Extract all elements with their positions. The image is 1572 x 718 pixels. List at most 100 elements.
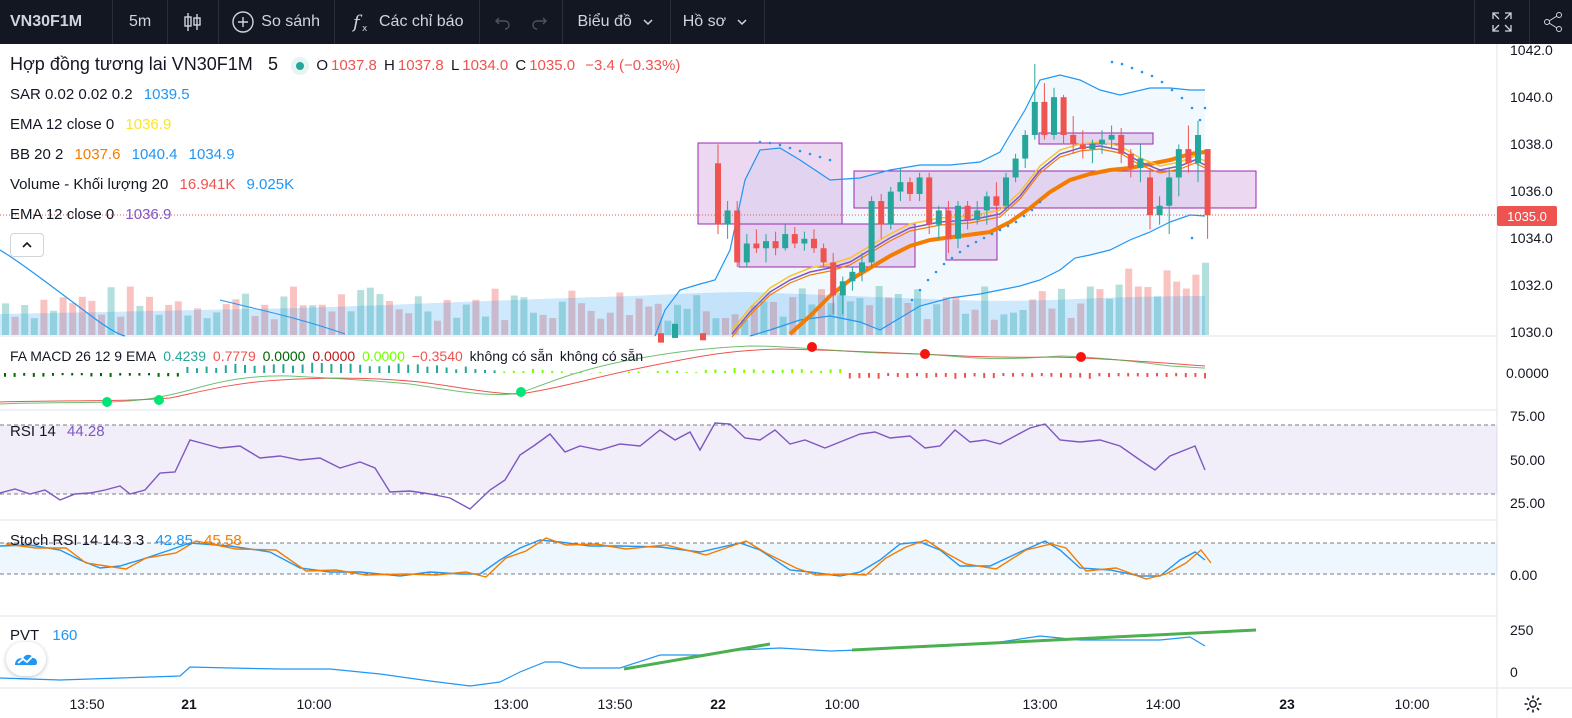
redo-icon[interactable] bbox=[530, 13, 548, 31]
macd-hist-bar bbox=[311, 362, 314, 373]
candle bbox=[1012, 153, 1019, 183]
time-axis-label: 10:00 bbox=[824, 696, 860, 712]
macd-pane[interactable] bbox=[0, 342, 1206, 407]
time-axis-label: 22 bbox=[710, 696, 726, 712]
pvt-pane[interactable] bbox=[0, 628, 1257, 687]
stoch-rsi-pane[interactable] bbox=[0, 537, 1497, 580]
candle-body bbox=[715, 163, 721, 225]
sar-dot bbox=[1110, 60, 1114, 64]
volume-bar bbox=[520, 297, 528, 335]
rsi-pane[interactable] bbox=[0, 422, 1497, 510]
undo-icon[interactable] bbox=[494, 13, 512, 31]
profile-menu-button[interactable]: Hồ sơ bbox=[671, 0, 766, 44]
chart-type-button[interactable] bbox=[168, 0, 220, 44]
pvt-legend[interactable]: PVT 160 bbox=[10, 627, 80, 644]
volume-bar bbox=[990, 319, 998, 335]
rsi-band bbox=[0, 425, 1497, 494]
ema1-legend[interactable]: EMA 12 close 0 1036.9 bbox=[10, 116, 174, 133]
candle-body bbox=[1099, 139, 1105, 145]
trend-line-2[interactable] bbox=[851, 628, 1257, 652]
sar-dot bbox=[926, 278, 930, 282]
volume-bar bbox=[462, 304, 470, 335]
volume-legend[interactable]: Volume - Khối lượng 20 16.941K 9.025K bbox=[10, 176, 297, 193]
candle bbox=[839, 276, 846, 315]
macd-cross-dots bbox=[102, 342, 1086, 407]
macd-hist-bar bbox=[637, 371, 640, 373]
candle-body bbox=[700, 333, 706, 341]
trend-line-1[interactable] bbox=[623, 642, 771, 671]
volume-bar bbox=[11, 316, 19, 335]
candle-body bbox=[1156, 205, 1163, 216]
candle bbox=[1031, 64, 1038, 140]
volume-bar bbox=[914, 289, 921, 335]
undo-redo-group bbox=[480, 0, 564, 44]
main-title-interval: 5 bbox=[267, 54, 278, 74]
volume-bar bbox=[1192, 274, 1200, 335]
volume-bar bbox=[146, 296, 153, 335]
symbol-button[interactable]: VN30F1M bbox=[0, 0, 114, 44]
volume-bar bbox=[424, 311, 432, 335]
macd-hist-bar bbox=[368, 366, 371, 373]
ohlc-h-label: H bbox=[384, 57, 395, 74]
volume-bar bbox=[395, 309, 403, 335]
sar-dot bbox=[1130, 66, 1134, 70]
main-title[interactable]: Hợp đồng tương lai VN30F1M bbox=[10, 54, 253, 74]
logo[interactable] bbox=[6, 642, 46, 676]
macd-hist-bar bbox=[685, 372, 688, 373]
price-pane[interactable] bbox=[0, 60, 1497, 343]
collapse-legend-button[interactable] bbox=[10, 233, 44, 257]
candle-body bbox=[811, 238, 817, 249]
candle bbox=[1051, 87, 1057, 140]
bb-lower-value: 1034.9 bbox=[188, 146, 235, 163]
sar-dot bbox=[958, 250, 962, 254]
candle bbox=[916, 172, 923, 202]
ema1-value: 1036.9 bbox=[125, 116, 172, 133]
macd-hist-bar bbox=[973, 373, 976, 377]
volume-bar bbox=[741, 319, 749, 335]
bb-label: BB 20 2 bbox=[10, 146, 64, 163]
macd-hist-bar bbox=[378, 366, 381, 373]
volume-bar bbox=[962, 313, 969, 335]
macd-line bbox=[0, 345, 1206, 405]
volume-bar bbox=[1077, 303, 1085, 335]
candle bbox=[1156, 196, 1163, 225]
sar-dot bbox=[974, 240, 978, 244]
macd-hist-bar bbox=[829, 369, 832, 373]
volume-bar bbox=[174, 301, 182, 335]
candle-body bbox=[672, 323, 678, 338]
candle bbox=[743, 234, 750, 268]
volume-bar bbox=[2, 303, 9, 335]
compare-button[interactable]: So sánh bbox=[219, 0, 335, 44]
candle-body bbox=[734, 210, 741, 263]
macd-hist-bar bbox=[522, 371, 525, 373]
ohlc-low: 1034.0 bbox=[462, 57, 509, 74]
interval-label: 5m bbox=[129, 13, 152, 30]
chart-area[interactable] bbox=[0, 44, 1572, 718]
volume-bar bbox=[750, 305, 758, 335]
compare-label: So sánh bbox=[261, 13, 320, 30]
candle-body bbox=[1089, 144, 1096, 150]
stoch-legend[interactable]: Stoch RSI 14 14 3 3 42.85 45.58 bbox=[10, 532, 245, 549]
sar-legend[interactable]: SAR 0.02 0.02 0.2 1039.5 bbox=[10, 86, 193, 103]
volume-bar bbox=[664, 320, 672, 335]
bb-legend[interactable]: BB 20 2 1037.6 1040.4 1034.9 bbox=[10, 146, 238, 163]
ema2-legend[interactable]: EMA 12 close 0 1036.9 bbox=[10, 206, 174, 223]
macd-hist-bar bbox=[724, 370, 726, 373]
volume-bar bbox=[309, 305, 317, 335]
candle bbox=[820, 243, 827, 268]
macd-legend[interactable]: FA MACD 26 12 9 EMA 0.4239 0.7779 0.0000… bbox=[10, 348, 646, 364]
share-button[interactable] bbox=[1529, 0, 1572, 44]
fullscreen-button[interactable] bbox=[1474, 0, 1529, 44]
sar-dot bbox=[982, 236, 986, 240]
volume-bar bbox=[443, 299, 451, 335]
candle-body bbox=[1204, 149, 1211, 216]
candle-body bbox=[658, 333, 664, 343]
rsi-legend[interactable]: RSI 14 44.28 bbox=[10, 423, 108, 440]
gear-icon[interactable] bbox=[1523, 694, 1543, 714]
chart-menu-button[interactable]: Biểu đồ bbox=[563, 0, 671, 44]
interval-button[interactable]: 5m bbox=[113, 0, 169, 44]
candlesticks[interactable] bbox=[658, 64, 1211, 343]
volume-bar bbox=[1163, 270, 1171, 335]
